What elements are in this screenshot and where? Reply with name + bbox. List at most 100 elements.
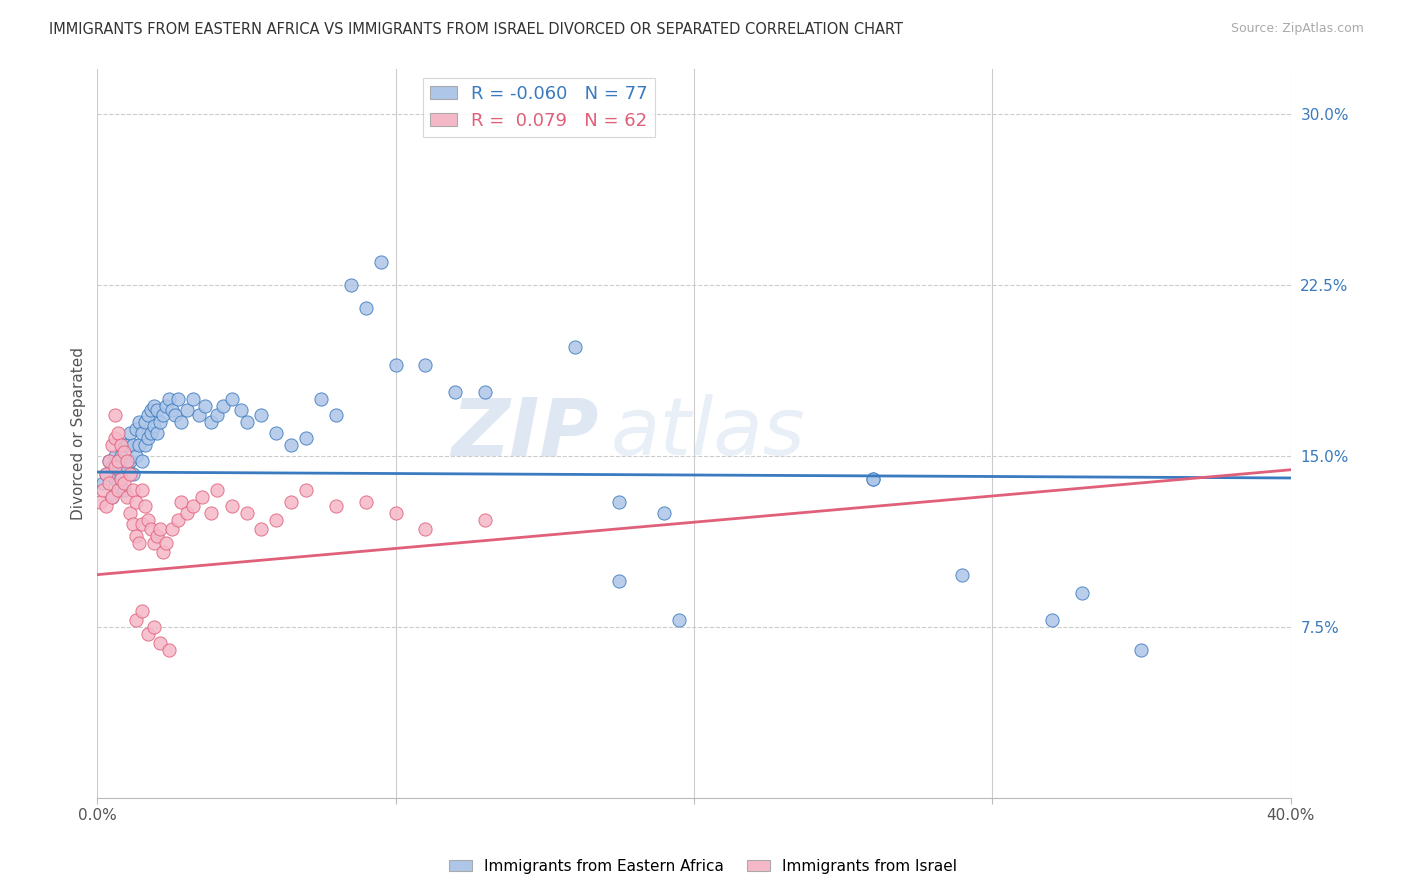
Point xyxy=(128,535,150,549)
Point xyxy=(1040,613,1063,627)
Point xyxy=(157,643,180,657)
Point xyxy=(120,453,142,467)
Point xyxy=(143,419,166,434)
Point xyxy=(415,522,437,536)
Point xyxy=(101,460,124,475)
Point xyxy=(170,494,193,508)
Point xyxy=(280,438,302,452)
Point xyxy=(136,408,159,422)
Point xyxy=(205,483,228,498)
Point xyxy=(143,535,166,549)
Point xyxy=(160,522,183,536)
Point xyxy=(229,403,252,417)
Point xyxy=(370,255,392,269)
Point xyxy=(221,392,243,406)
Legend: R = -0.060   N = 77, R =  0.079   N = 62: R = -0.060 N = 77, R = 0.079 N = 62 xyxy=(423,78,655,137)
Point xyxy=(96,467,118,482)
Point xyxy=(564,340,586,354)
Point xyxy=(128,415,150,429)
Point xyxy=(101,438,124,452)
Point xyxy=(163,408,186,422)
Point xyxy=(122,467,145,482)
Point xyxy=(131,517,153,532)
Point xyxy=(187,408,209,422)
Point xyxy=(134,500,156,514)
Point xyxy=(112,483,135,498)
Point xyxy=(139,522,162,536)
Point xyxy=(136,627,159,641)
Point xyxy=(125,494,148,508)
Point xyxy=(176,506,198,520)
Point xyxy=(384,506,406,520)
Point xyxy=(295,483,318,498)
Point xyxy=(115,453,138,467)
Point xyxy=(181,392,204,406)
Point xyxy=(96,467,118,482)
Point xyxy=(280,494,302,508)
Text: atlas: atlas xyxy=(610,394,806,472)
Point xyxy=(157,392,180,406)
Point xyxy=(152,545,174,559)
Point xyxy=(250,408,273,422)
Point xyxy=(235,415,257,429)
Text: IMMIGRANTS FROM EASTERN AFRICA VS IMMIGRANTS FROM ISRAEL DIVORCED OR SEPARATED C: IMMIGRANTS FROM EASTERN AFRICA VS IMMIGR… xyxy=(49,22,903,37)
Point xyxy=(160,403,183,417)
Point xyxy=(143,399,166,413)
Point xyxy=(131,483,153,498)
Point xyxy=(139,426,162,441)
Point xyxy=(128,438,150,452)
Point xyxy=(98,453,121,467)
Point xyxy=(354,494,377,508)
Point xyxy=(211,399,233,413)
Point xyxy=(115,438,138,452)
Point xyxy=(96,500,118,514)
Point xyxy=(143,620,166,634)
Point xyxy=(110,467,132,482)
Point xyxy=(122,483,145,498)
Point xyxy=(134,438,156,452)
Point xyxy=(134,415,156,429)
Point xyxy=(110,472,132,486)
Point xyxy=(120,426,142,441)
Point xyxy=(110,438,132,452)
Point xyxy=(146,529,169,543)
Point xyxy=(107,476,129,491)
Point xyxy=(107,426,129,441)
Point xyxy=(115,490,138,504)
Point xyxy=(122,517,145,532)
Point xyxy=(250,522,273,536)
Point xyxy=(152,408,174,422)
Point xyxy=(444,385,467,400)
Text: ZIP: ZIP xyxy=(451,394,599,472)
Point xyxy=(149,522,172,536)
Point xyxy=(104,472,127,486)
Point xyxy=(104,408,127,422)
Point xyxy=(104,460,127,475)
Point xyxy=(1130,643,1153,657)
Point xyxy=(125,422,148,436)
Point xyxy=(668,613,690,627)
Point xyxy=(354,301,377,315)
Point xyxy=(474,385,496,400)
Point xyxy=(101,490,124,504)
Point xyxy=(131,426,153,441)
Point xyxy=(125,529,148,543)
Y-axis label: Divorced or Separated: Divorced or Separated xyxy=(72,347,86,520)
Point xyxy=(170,415,193,429)
Point xyxy=(1070,586,1092,600)
Point xyxy=(266,513,288,527)
Point xyxy=(107,453,129,467)
Point xyxy=(325,500,347,514)
Point xyxy=(200,506,222,520)
Point xyxy=(190,490,212,504)
Point xyxy=(91,483,114,498)
Point xyxy=(181,500,204,514)
Point xyxy=(120,506,142,520)
Point xyxy=(474,513,496,527)
Point xyxy=(205,408,228,422)
Point xyxy=(266,426,288,441)
Point xyxy=(155,399,177,413)
Point xyxy=(149,415,172,429)
Point xyxy=(155,535,177,549)
Point xyxy=(609,494,631,508)
